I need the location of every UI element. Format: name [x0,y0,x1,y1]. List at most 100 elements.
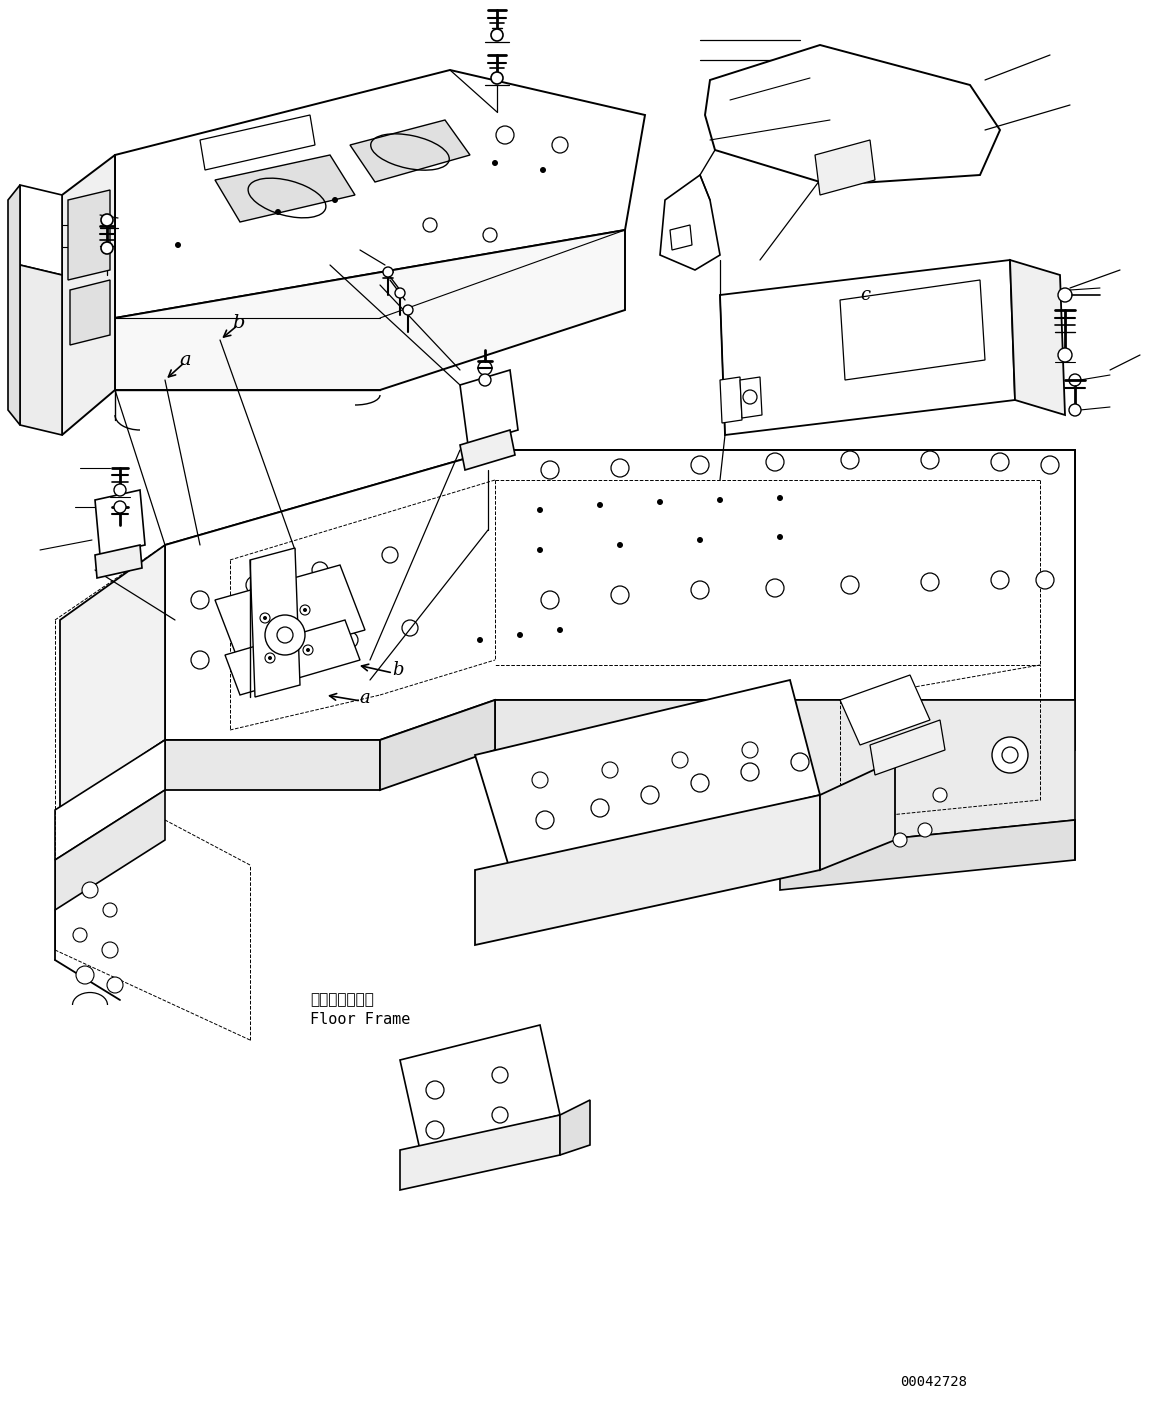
Circle shape [718,497,723,503]
Polygon shape [165,449,495,690]
Circle shape [104,903,117,917]
Circle shape [423,218,437,232]
Circle shape [602,762,618,778]
Circle shape [426,1122,444,1138]
Polygon shape [475,681,820,869]
Polygon shape [60,545,165,810]
Polygon shape [215,155,355,223]
Circle shape [191,651,209,669]
Circle shape [657,499,663,504]
Polygon shape [840,675,930,745]
Circle shape [541,461,559,479]
Text: b: b [392,661,404,679]
Circle shape [102,943,117,958]
Polygon shape [740,378,762,418]
Circle shape [743,390,757,404]
Text: フロアフレーム: フロアフレーム [311,992,373,1007]
Circle shape [492,161,498,166]
Circle shape [83,882,98,898]
Polygon shape [20,185,62,275]
Text: a: a [359,689,370,707]
Circle shape [300,604,311,614]
Circle shape [404,304,413,316]
Circle shape [1036,571,1054,589]
Circle shape [691,457,709,473]
Text: 00042728: 00042728 [900,1375,966,1389]
Text: c: c [859,286,870,304]
Circle shape [893,833,907,847]
Circle shape [491,30,504,41]
Polygon shape [350,120,470,182]
Circle shape [478,361,492,375]
Circle shape [641,786,659,805]
Text: b: b [231,314,244,333]
Circle shape [766,454,784,471]
Circle shape [933,788,947,802]
Circle shape [1058,287,1072,302]
Circle shape [991,454,1009,471]
Circle shape [174,242,181,248]
Text: a: a [179,351,191,369]
Circle shape [263,616,267,620]
Circle shape [265,614,305,655]
Circle shape [101,214,113,225]
Circle shape [107,976,123,993]
Circle shape [766,579,784,597]
Polygon shape [780,700,1075,850]
Circle shape [73,929,87,943]
Circle shape [552,137,568,154]
Circle shape [312,562,328,578]
Circle shape [611,459,629,478]
Circle shape [383,266,393,278]
Circle shape [841,576,859,595]
Circle shape [331,197,338,203]
Circle shape [395,287,405,297]
Circle shape [1069,373,1080,386]
Polygon shape [561,1100,590,1155]
Circle shape [557,627,563,633]
Polygon shape [60,740,165,859]
Polygon shape [224,620,361,695]
Circle shape [518,633,523,638]
Polygon shape [495,449,1075,690]
Circle shape [265,652,274,664]
Circle shape [277,627,293,643]
Polygon shape [461,371,518,445]
Polygon shape [475,795,820,945]
Circle shape [841,451,859,469]
Circle shape [495,125,514,144]
Circle shape [261,613,270,623]
Polygon shape [720,378,742,423]
Circle shape [741,764,759,781]
Circle shape [483,228,497,242]
Circle shape [1003,747,1018,764]
Circle shape [531,772,548,788]
Polygon shape [67,190,110,280]
Circle shape [777,495,783,502]
Circle shape [342,633,358,648]
Circle shape [304,609,307,612]
Circle shape [691,581,709,599]
Circle shape [477,637,483,643]
Circle shape [1041,457,1059,473]
Polygon shape [659,175,720,271]
Circle shape [114,502,126,513]
Circle shape [1069,404,1080,416]
Polygon shape [870,720,946,775]
Polygon shape [400,1115,561,1191]
Polygon shape [670,225,692,249]
Text: Floor Frame: Floor Frame [311,1013,411,1027]
Circle shape [611,586,629,604]
Circle shape [918,823,932,837]
Polygon shape [165,449,1075,740]
Circle shape [306,648,311,652]
Circle shape [691,774,709,792]
Circle shape [247,576,264,595]
Circle shape [247,641,264,659]
Polygon shape [495,700,1075,750]
Polygon shape [820,759,896,869]
Polygon shape [95,545,142,578]
Polygon shape [380,700,495,790]
Circle shape [76,967,94,983]
Circle shape [537,547,543,552]
